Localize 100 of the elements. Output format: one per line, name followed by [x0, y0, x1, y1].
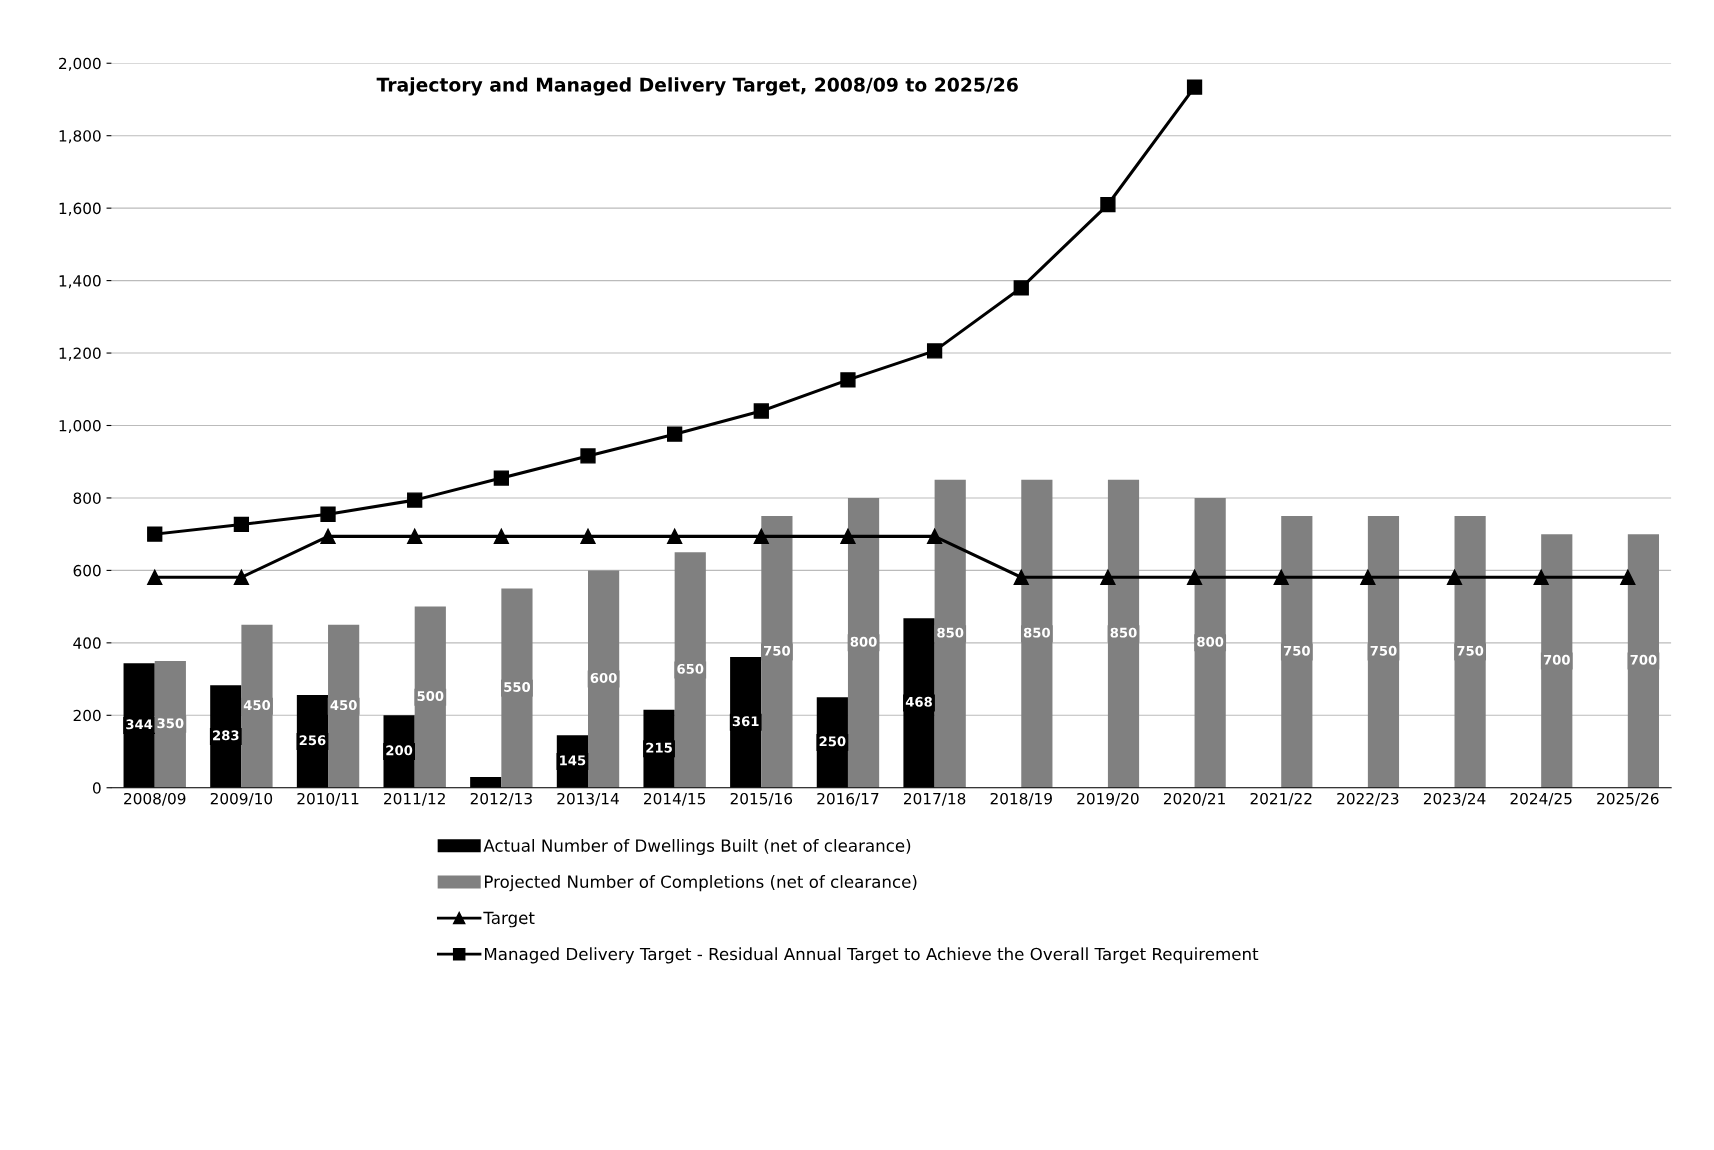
data-label: 850: [1023, 627, 1050, 638]
bar: [1021, 479, 1053, 788]
point: [840, 528, 856, 544]
data-label: 500: [417, 691, 444, 702]
point: [926, 528, 943, 544]
point: [407, 492, 423, 508]
bar: [1281, 516, 1313, 788]
x-tick-label: 2020/21: [1163, 792, 1225, 806]
legend-label: Managed Delivery Target - Residual Annual Target to Achieve the Overall Target Requirement: [484, 947, 1259, 964]
point: [147, 569, 163, 585]
bar: [1107, 479, 1140, 788]
x-tick-label: 2021/22: [1250, 792, 1312, 806]
point: [407, 528, 423, 544]
bar: [1541, 534, 1573, 788]
point: [1186, 79, 1203, 95]
x-tick-label: 2017/18: [903, 792, 966, 806]
data-label: 750: [1370, 645, 1397, 656]
data-label: 361: [732, 716, 759, 727]
point: [1533, 569, 1549, 585]
bar: [934, 479, 966, 788]
bar: [847, 497, 880, 788]
data-label: 700: [1630, 654, 1657, 665]
data-label: 750: [1283, 645, 1310, 656]
y-tick-label: 800: [73, 492, 101, 504]
point: [1620, 569, 1636, 585]
data-label: 750: [764, 645, 791, 656]
bar: [761, 516, 793, 788]
data-label: 468: [905, 696, 932, 707]
data-label: 750: [1457, 645, 1484, 656]
point: [1100, 196, 1116, 213]
point: [926, 343, 943, 359]
data-label: 250: [819, 736, 846, 747]
point: [493, 470, 509, 486]
point: [233, 516, 250, 533]
data-label: 450: [330, 700, 357, 711]
y-tick-label: 1,600: [59, 202, 101, 216]
data-label: 550: [504, 681, 531, 692]
bar: [501, 588, 533, 788]
y-tick-label: 2,000: [59, 57, 101, 71]
x-tick-label: 2018/19: [990, 792, 1052, 806]
y-tick-label: 0: [92, 782, 101, 794]
point: [1013, 569, 1029, 585]
data-label: 600: [590, 672, 617, 683]
point: [1100, 569, 1116, 585]
x-tick-label: 2010/11: [297, 792, 359, 806]
data-label: 200: [386, 745, 413, 756]
y-tick-label: 200: [73, 709, 101, 722]
point: [1446, 569, 1463, 585]
data-label: 344: [126, 719, 153, 730]
y-tick-label: 1,800: [59, 130, 101, 144]
point: [580, 448, 596, 464]
data-label: 800: [850, 636, 877, 647]
y-tick-label: 1,200: [59, 347, 101, 361]
x-tick-label: 2008/09: [124, 792, 186, 806]
point: [753, 528, 769, 544]
point: [1273, 569, 1289, 585]
data-label: 850: [1110, 627, 1137, 638]
x-tick-label: 2024/25: [1510, 792, 1572, 806]
point: [320, 528, 336, 544]
bar: [1627, 534, 1660, 788]
bar: [1194, 497, 1226, 788]
x-tick-label: 2013/14: [557, 792, 619, 806]
bar: [674, 552, 706, 788]
bar: [241, 624, 273, 788]
bar: [1454, 516, 1486, 788]
bar: [1367, 516, 1400, 788]
data-label: 145: [560, 755, 586, 766]
point: [320, 506, 336, 522]
x-tick-label: 2019/20: [1077, 792, 1139, 806]
data-label: 450: [243, 700, 271, 711]
x-tick-label: 2025/26: [1597, 792, 1659, 806]
x-tick-label: 2009/10: [210, 792, 273, 806]
data-label: 850: [937, 627, 964, 638]
point: [1360, 569, 1376, 585]
data-label: 256: [299, 735, 326, 746]
point: [667, 528, 683, 544]
y-tick-label: 600: [73, 564, 101, 577]
data-label: 283: [213, 730, 239, 741]
point: [840, 372, 856, 388]
x-tick-label: 2016/17: [817, 792, 879, 806]
y-tick-label: 1,000: [59, 419, 101, 434]
legend-label: Projected Number of Completions (net of clearance): [484, 875, 917, 892]
data-label: 800: [1197, 636, 1224, 647]
bar: [588, 570, 620, 788]
x-tick-label: 2011/12: [384, 792, 445, 806]
point: [147, 526, 163, 542]
x-tick-label: 2023/24: [1423, 792, 1486, 806]
data-label: 350: [157, 718, 184, 729]
y-tick-label: 400: [73, 637, 101, 649]
x-tick-label: 2014/15: [644, 792, 706, 806]
y-tick-label: 1,400: [59, 275, 101, 289]
point: [493, 528, 509, 544]
point: [233, 569, 250, 585]
text: Trajectory and Managed Delivery Target, 2008/09 to 2025/26: [376, 77, 1018, 96]
legend-label: Target: [483, 911, 535, 928]
point: [1186, 569, 1203, 585]
point: [1013, 280, 1029, 296]
legend-label: Actual Number of Dwellings Built (net of clearance): [483, 838, 911, 856]
data-label: 650: [677, 663, 704, 674]
data-label: 215: [646, 742, 672, 753]
